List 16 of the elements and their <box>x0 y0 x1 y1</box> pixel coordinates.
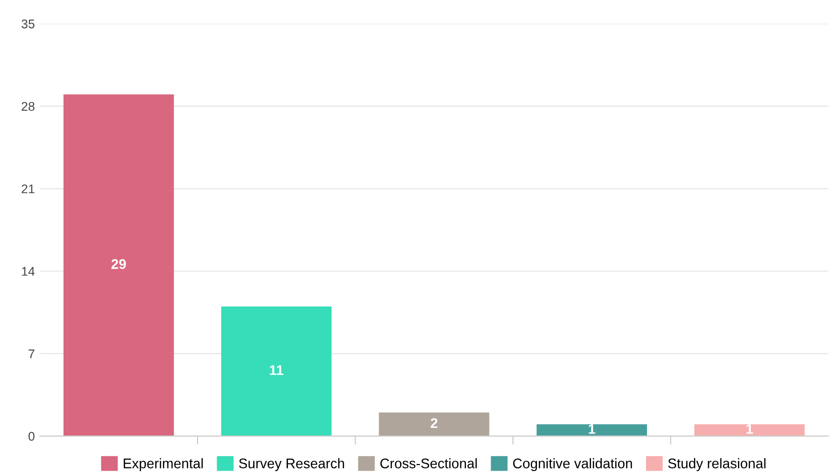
y-tick-label: 35 <box>22 20 34 28</box>
y-tick-label: 21 <box>22 184 34 194</box>
y-tick-label: 14 <box>22 267 35 276</box>
y-tick-label: 7 <box>28 350 34 358</box>
data-label: 1 <box>588 424 596 434</box>
data-label: 11 <box>270 365 284 375</box>
legend-label: Survey Research <box>239 458 344 472</box>
legend-label: Study relasional <box>668 458 766 472</box>
legend-label: Cross-Sectional <box>380 458 477 468</box>
data-label: 1 <box>746 424 753 434</box>
data-label: 2 <box>430 418 438 428</box>
legend-label: Experimental <box>124 458 203 472</box>
y-tick-label: 28 <box>22 102 34 111</box>
data-label: 29 <box>111 259 126 269</box>
y-tick-label: 0 <box>28 432 34 441</box>
legend-label: Cognitive validation <box>513 458 632 472</box>
